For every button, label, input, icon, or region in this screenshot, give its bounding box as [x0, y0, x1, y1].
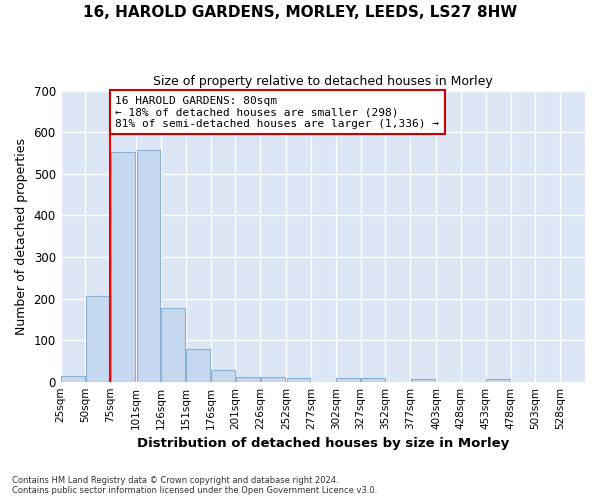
Y-axis label: Number of detached properties: Number of detached properties: [15, 138, 28, 334]
Text: Contains HM Land Registry data © Crown copyright and database right 2024.
Contai: Contains HM Land Registry data © Crown c…: [12, 476, 377, 495]
Text: 16, HAROLD GARDENS, MORLEY, LEEDS, LS27 8HW: 16, HAROLD GARDENS, MORLEY, LEEDS, LS27 …: [83, 5, 517, 20]
Bar: [111, 152, 134, 382]
Title: Size of property relative to detached houses in Morley: Size of property relative to detached ho…: [153, 75, 493, 88]
Bar: [336, 378, 360, 382]
Bar: [361, 378, 385, 382]
Bar: [411, 379, 434, 382]
Bar: [61, 376, 85, 382]
Text: 16 HAROLD GARDENS: 80sqm
← 18% of detached houses are smaller (298)
81% of semi-: 16 HAROLD GARDENS: 80sqm ← 18% of detach…: [115, 96, 439, 128]
Bar: [86, 296, 110, 382]
Bar: [486, 379, 510, 382]
Bar: [186, 349, 210, 382]
Bar: [287, 378, 310, 382]
Bar: [161, 308, 185, 382]
X-axis label: Distribution of detached houses by size in Morley: Distribution of detached houses by size …: [137, 437, 509, 450]
Bar: [261, 377, 284, 382]
Bar: [137, 150, 160, 382]
Bar: [211, 370, 235, 382]
Bar: [236, 376, 260, 382]
